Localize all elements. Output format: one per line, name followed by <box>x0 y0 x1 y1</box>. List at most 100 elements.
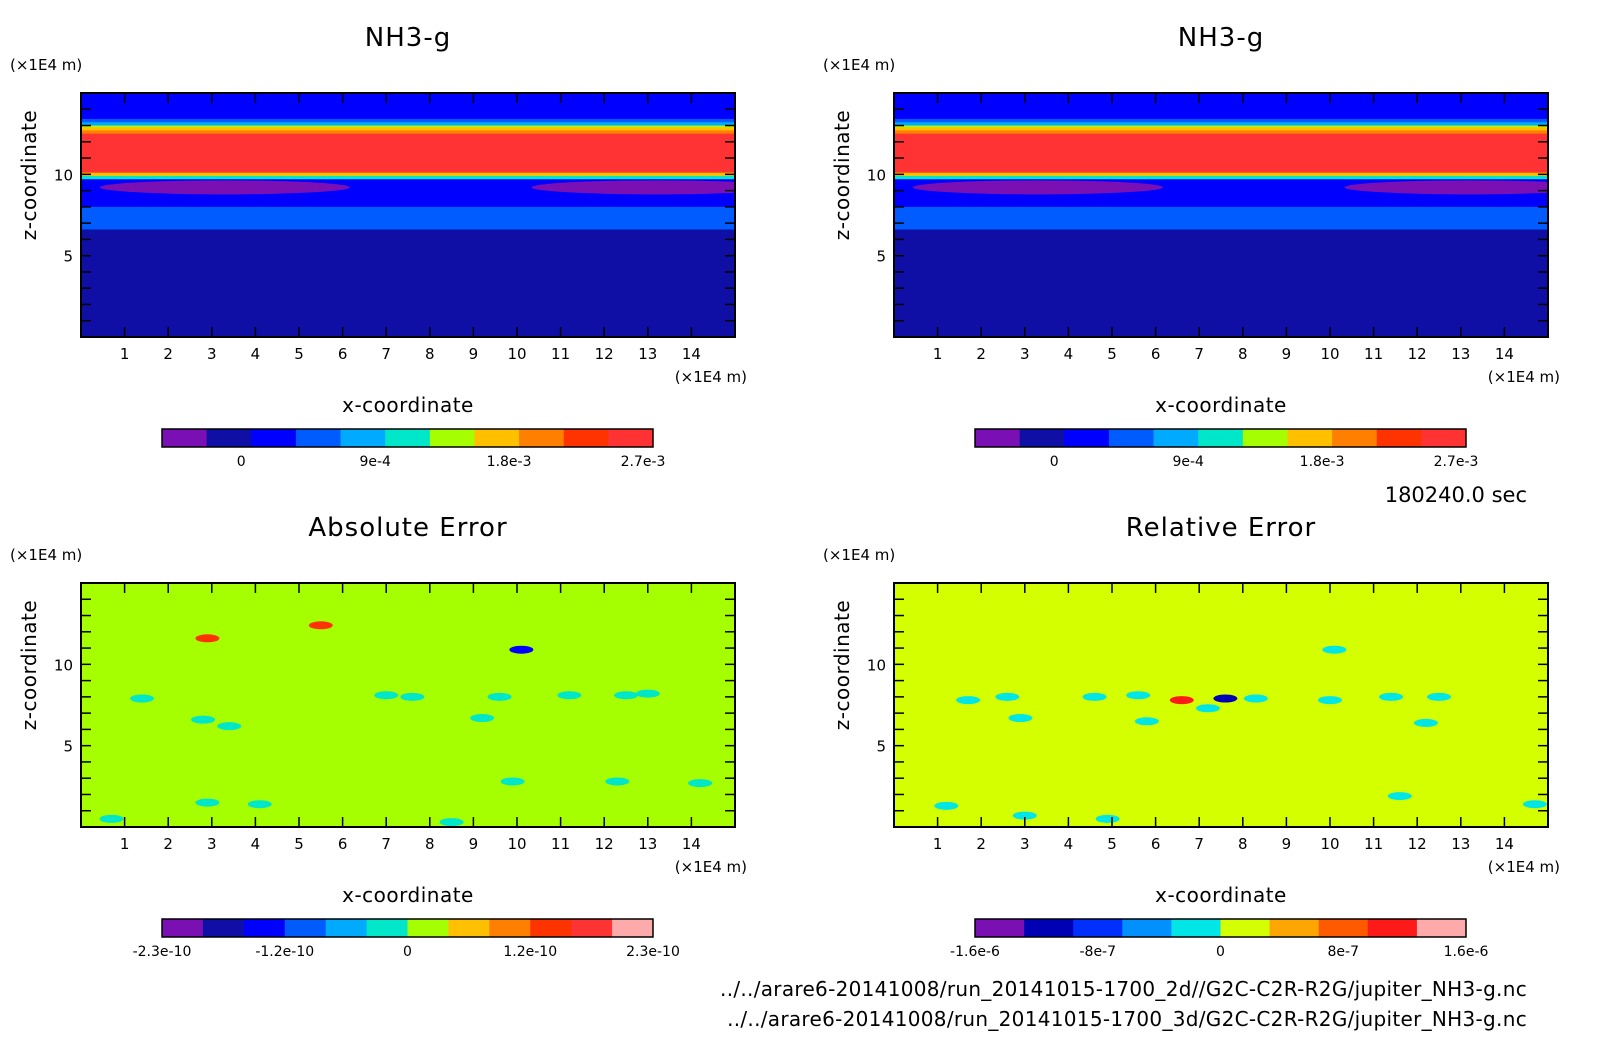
field-lens <box>99 180 350 195</box>
file-path-3d: ../../arare6-20141008/run_20141015-1700_… <box>727 1007 1527 1031</box>
x-tick-label: 11 <box>551 345 570 363</box>
colorbar-swatch <box>1024 919 1074 937</box>
x-tick-label: 7 <box>381 835 391 853</box>
y-tick-label: 5 <box>876 248 886 266</box>
plot-frame <box>80 92 736 338</box>
field-blob <box>374 691 399 700</box>
x-tick-label: 14 <box>682 835 701 853</box>
y-axis-label: z-coordinate <box>17 600 41 730</box>
colorbar-swatch <box>1367 919 1418 937</box>
x-axis-label: x-coordinate <box>342 883 474 907</box>
colorbar-swatch <box>1198 429 1244 447</box>
x-tick-label: 9 <box>1282 835 1292 853</box>
y-tick-label: 5 <box>63 738 73 756</box>
x-tick-label: 2 <box>163 345 173 363</box>
colorbar-swatch <box>340 429 386 447</box>
field-blob <box>1322 645 1347 654</box>
colorbar-swatch <box>1073 919 1123 937</box>
file-path-2d: ../../arare6-20141008/run_20141015-1700_… <box>720 977 1527 1001</box>
x-tick-label: 11 <box>1364 345 1383 363</box>
colorbar-swatch <box>251 429 297 447</box>
colorbar-tick-label: -1.2e-10 <box>255 944 314 960</box>
colorbar-swatch <box>489 919 531 937</box>
colorbar-frame <box>974 918 1467 938</box>
x-tick-label: 2 <box>163 835 173 853</box>
x-tick-label: 5 <box>1107 835 1117 853</box>
y-unit-label: (×1E4 m) <box>10 546 82 564</box>
colorbar-swatch <box>284 919 327 937</box>
x-tick-label: 6 <box>338 345 348 363</box>
y-unit-label: (×1E4 m) <box>823 546 895 564</box>
field-blob <box>934 801 959 810</box>
x-tick-label: 9 <box>1282 345 1292 363</box>
field-blob <box>1243 694 1268 703</box>
field-blob <box>308 621 333 630</box>
x-tick-label: 7 <box>1194 345 1204 363</box>
colorbar-swatch <box>1269 919 1320 937</box>
x-tick-label: 12 <box>595 345 614 363</box>
colorbar-swatch <box>243 919 286 937</box>
x-tick-label: 14 <box>682 345 701 363</box>
chart-title: NH3-g <box>365 23 451 53</box>
colorbar-swatch <box>429 429 475 447</box>
x-tick-label: 10 <box>507 835 526 853</box>
colorbar-tick-label: 9e-4 <box>359 454 391 470</box>
x-tick-label: 5 <box>294 345 304 363</box>
field-blob <box>688 779 713 788</box>
x-tick-label: 8 <box>1238 345 1248 363</box>
field-lens <box>912 180 1163 195</box>
chart-title: NH3-g <box>1178 23 1264 53</box>
field-blob <box>439 818 464 827</box>
y-axis-label: z-coordinate <box>830 600 854 730</box>
field-blob <box>487 692 512 701</box>
x-tick-label: 3 <box>1020 345 1030 363</box>
colorbar-swatch <box>1332 429 1378 447</box>
field-blob <box>400 692 425 701</box>
colorbar-tick-label: -1.6e-6 <box>950 944 1000 960</box>
colorbar-swatch <box>975 919 1025 937</box>
y-tick-label: 10 <box>867 166 886 184</box>
colorbar-tick-label: 0 <box>237 454 246 470</box>
colorbar-swatch <box>571 919 613 937</box>
x-unit-label: (×1E4 m) <box>1488 368 1560 386</box>
colorbar-swatch <box>1019 429 1065 447</box>
x-tick-label: 5 <box>1107 345 1117 363</box>
colorbar-frame <box>161 918 654 938</box>
field-blob <box>1318 696 1342 705</box>
colorbar-tick-label: 1.8e-3 <box>1300 454 1345 470</box>
x-tick-label: 13 <box>1451 835 1470 853</box>
colorbar-swatch <box>366 919 408 937</box>
field-blob <box>956 696 981 705</box>
colorbar-swatch <box>1220 919 1271 937</box>
x-tick-label: 8 <box>425 835 435 853</box>
field-blob <box>1169 696 1194 705</box>
field-blob <box>995 692 1020 701</box>
field-blob <box>1082 692 1107 701</box>
x-axis-label: x-coordinate <box>342 393 474 417</box>
colorbar-swatch <box>1376 429 1422 447</box>
heatmap-field <box>894 583 1548 827</box>
field-blob <box>1134 717 1159 726</box>
x-tick-label: 2 <box>976 835 986 853</box>
colorbar: 0 9e-4 1.8e-3 2.7e-3 <box>974 428 1478 470</box>
colorbar-tick-label: -8e-7 <box>1079 944 1116 960</box>
colorbar-tick-label: 9e-4 <box>1172 454 1204 470</box>
colorbar: 0 9e-4 1.8e-3 2.7e-3 <box>161 428 665 470</box>
colorbar-swatch <box>1108 429 1155 447</box>
y-axis-label: z-coordinate <box>17 110 41 240</box>
field-blob <box>1379 692 1404 701</box>
colorbar-swatch <box>563 429 609 447</box>
colorbar-swatch <box>1318 919 1369 937</box>
colorbar-swatch <box>1122 919 1172 937</box>
y-tick-label: 10 <box>54 166 73 184</box>
x-tick-label: 6 <box>338 835 348 853</box>
colorbar-swatch <box>162 429 208 447</box>
colorbar-swatch <box>448 919 490 937</box>
colorbar: -2.3e-10 -1.2e-10 0 1.2e-10 2.3e-10 <box>133 918 680 960</box>
field-blob <box>1095 814 1120 823</box>
chart-panel-nh3_2d: NH3-g(×1E4 m)(×1E4 m)1 2 3 4 5 6 7 8 9 10 11 12 13 14… <box>10 23 747 470</box>
x-tick-label: 11 <box>1364 835 1383 853</box>
colorbar-swatch <box>407 919 449 937</box>
field-blob <box>1126 691 1151 700</box>
colorbar-tick-label: -2.3e-10 <box>133 944 192 960</box>
